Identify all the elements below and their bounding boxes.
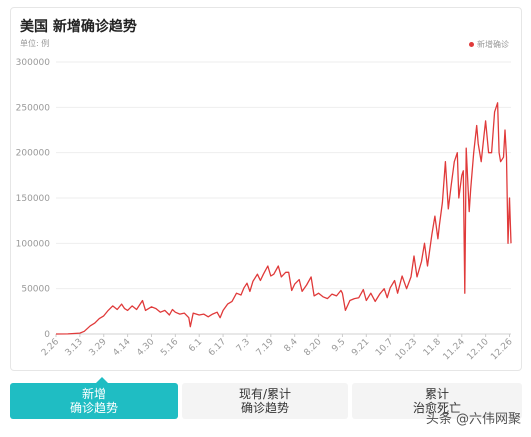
tab-label: 现有/累计 确诊趋势: [238, 387, 292, 415]
x-tick-label: 12.10: [465, 337, 490, 362]
x-tick-label: 6.17: [207, 337, 228, 358]
y-tick-label: 100000: [16, 239, 51, 249]
line-chart: 0 50000 100000 150000 200000 250000 300000 2.26…: [16, 58, 515, 362]
x-tick-label: 4.14: [111, 337, 132, 358]
x-tick-label: 11.8: [422, 337, 443, 358]
y-tick-label: 150000: [16, 194, 51, 204]
series-line-new-confirmed: [55, 102, 512, 335]
x-tick-label: 8.4: [283, 337, 300, 354]
x-tick-label: 9.5: [330, 337, 347, 354]
x-tick-label: 3.13: [64, 337, 85, 358]
x-tick-label: 6.1: [187, 337, 204, 354]
y-tick-label: 250000: [16, 103, 51, 113]
y-tick-label: 200000: [16, 149, 51, 159]
x-tick-label: 2.26: [40, 337, 61, 358]
legend-marker-icon: [469, 42, 474, 47]
active-tab-pointer: [96, 377, 108, 383]
x-tick-label: 9.21: [350, 337, 371, 358]
chart-card: 美国 新增确诊趋势 单位: 例 新增确诊 0 50000 100000 150000 2…: [10, 7, 522, 371]
legend[interactable]: 新增确诊: [469, 39, 509, 50]
tab-new-confirmed-trend[interactable]: 新增 确诊趋势: [10, 383, 178, 419]
tab-label: 累计 治愈死亡: [412, 387, 461, 415]
x-tick-label: 10.7: [374, 337, 395, 358]
x-tick-label: 10.23: [394, 337, 419, 362]
x-tick-label: 4.30: [135, 337, 156, 358]
chart-title: 美国 新增确诊趋势: [20, 19, 137, 35]
tab-label: 新增 确诊趋势: [69, 387, 118, 415]
x-tick-label: 12.26: [489, 337, 514, 362]
x-tick-label: 3.29: [88, 337, 109, 358]
x-tick-label: 7.19: [255, 337, 276, 358]
y-tick-label: 300000: [16, 58, 51, 68]
y-tick-label: 0: [44, 330, 50, 340]
x-tick-label: 7.3: [235, 337, 252, 354]
tab-bar: 新增 确诊趋势 现有/累计 确诊趋势 累计 治愈死亡: [10, 377, 522, 419]
y-tick-label: 50000: [21, 285, 50, 295]
x-tick-label: 8.20: [302, 337, 323, 358]
unit-label: 单位: 例: [20, 39, 50, 48]
legend-label: 新增确诊: [477, 40, 509, 49]
x-tick-label: 5.16: [159, 337, 180, 358]
tab-current-cumulative-trend[interactable]: 现有/累计 确诊趋势: [182, 383, 348, 419]
x-tick-label: 11.24: [442, 337, 467, 362]
tab-cumulative-recovered-deaths[interactable]: 累计 治愈死亡: [352, 383, 522, 419]
